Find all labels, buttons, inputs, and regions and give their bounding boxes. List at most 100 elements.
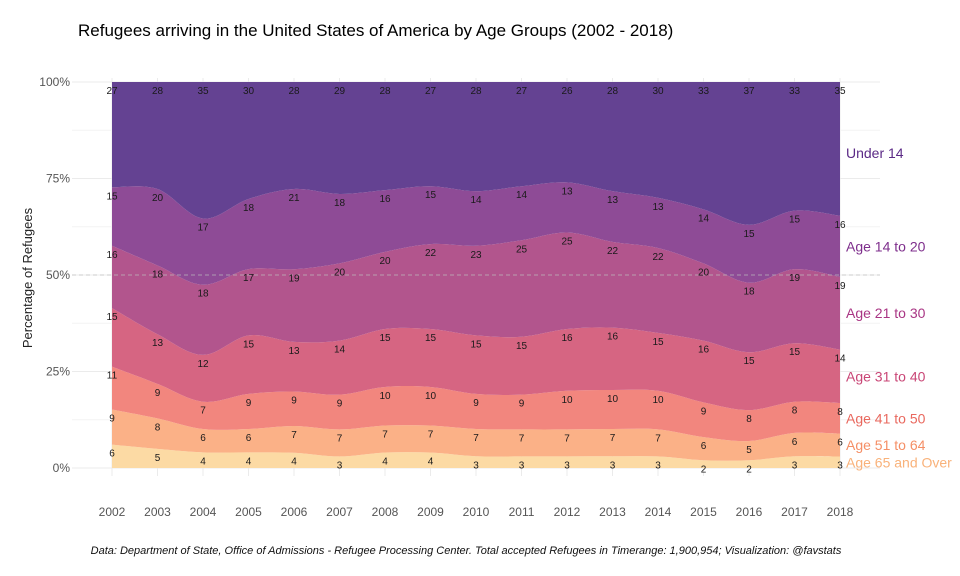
value-label: 13 [607,195,619,206]
value-label: 10 [561,395,573,406]
value-label: 7 [473,433,479,444]
value-label: 9 [519,399,525,410]
value-label: 7 [382,430,388,441]
value-label: 10 [607,394,619,405]
value-label: 7 [428,430,434,441]
value-label: 9 [701,406,707,417]
value-label: 3 [655,460,661,471]
value-label: 4 [200,456,206,467]
value-label: 15 [743,356,755,367]
value-label: 3 [519,460,525,471]
value-label: 5 [155,453,161,464]
value-label: 30 [243,86,255,97]
value-label: 19 [288,273,300,284]
y-tick-label: 100% [39,75,70,89]
value-label: 13 [561,186,573,197]
chart-title: Refugees arriving in the United States o… [78,21,673,40]
value-label: 15 [106,312,118,323]
value-label: 27 [425,86,437,97]
value-label: 16 [698,345,710,356]
value-label: 7 [610,433,616,444]
series-label: Under 14 [846,145,904,161]
value-label: 15 [425,190,437,201]
value-label: 4 [382,457,388,468]
value-label: 8 [155,422,161,433]
value-label: 4 [246,456,252,467]
area-age-31-to-40 [112,308,840,411]
value-label: 9 [155,388,161,399]
value-label: 3 [473,460,479,471]
y-tick-label: 75% [46,172,70,186]
area-under-14 [112,82,840,225]
value-label: 18 [743,287,755,298]
value-label: 6 [200,433,206,444]
value-label: 21 [288,193,300,204]
value-label: 19 [789,273,801,284]
x-tick-label: 2014 [645,505,672,519]
value-label: 28 [288,86,300,97]
value-label: 9 [246,398,252,409]
value-label: 25 [516,244,528,255]
value-label: 3 [564,460,570,471]
value-label: 10 [379,391,391,402]
value-label: 4 [428,457,434,468]
x-tick-label: 2018 [827,505,854,519]
value-label: 16 [834,220,846,231]
area-age-41-to-50 [112,366,840,442]
series-label: Age 21 to 30 [846,305,926,321]
x-tick-label: 2011 [509,505,535,519]
value-label: 8 [746,414,752,425]
x-tick-label: 2017 [781,505,808,519]
axis-ticks: 2002 2003 2004 2005 2006 2007 2008 2009 2010 2011… [39,75,853,519]
value-label: 35 [834,86,846,97]
value-label: 6 [109,449,115,460]
value-label: 7 [564,433,570,444]
value-label: 20 [698,267,710,278]
x-tick-label: 2010 [463,505,490,519]
value-label: 8 [837,407,843,418]
value-label: 16 [607,332,619,343]
value-label: 17 [243,273,255,284]
value-label: 20 [379,256,391,267]
value-label: 15 [789,215,801,226]
x-tick-label: 2015 [690,505,717,519]
value-label: 15 [379,333,391,344]
value-label: 22 [425,248,437,259]
value-label: 27 [106,86,118,97]
series-label: Age 31 to 40 [846,368,926,384]
value-label: 26 [561,86,573,97]
x-tick-label: 2013 [599,505,626,519]
value-label: 17 [197,222,209,233]
x-tick-label: 2008 [372,505,399,519]
value-label: 14 [334,345,346,356]
value-label: 37 [743,86,755,97]
value-label: 15 [652,337,664,348]
value-label: 18 [152,269,164,280]
value-label: 16 [379,194,391,205]
value-label: 7 [337,433,343,444]
x-tick-label: 2004 [190,505,217,519]
value-label: 15 [243,339,255,350]
value-label: 14 [698,213,710,224]
value-label: 19 [834,281,846,292]
value-label: 9 [337,399,343,410]
value-label: 15 [470,339,482,350]
value-label: 29 [334,86,346,97]
value-label: 3 [792,460,798,471]
value-label: 2 [746,464,752,475]
y-tick-label: 50% [46,268,70,282]
value-label: 20 [152,193,164,204]
value-label: 30 [652,86,664,97]
value-label: 9 [473,398,479,409]
value-label: 6 [837,438,843,449]
series-label: Age 65 and Over [846,454,952,470]
value-label: 10 [652,395,664,406]
value-label: 15 [743,229,755,240]
value-label: 35 [197,86,209,97]
value-label: 14 [470,195,482,206]
value-label: 27 [516,86,528,97]
value-label: 6 [792,437,798,448]
